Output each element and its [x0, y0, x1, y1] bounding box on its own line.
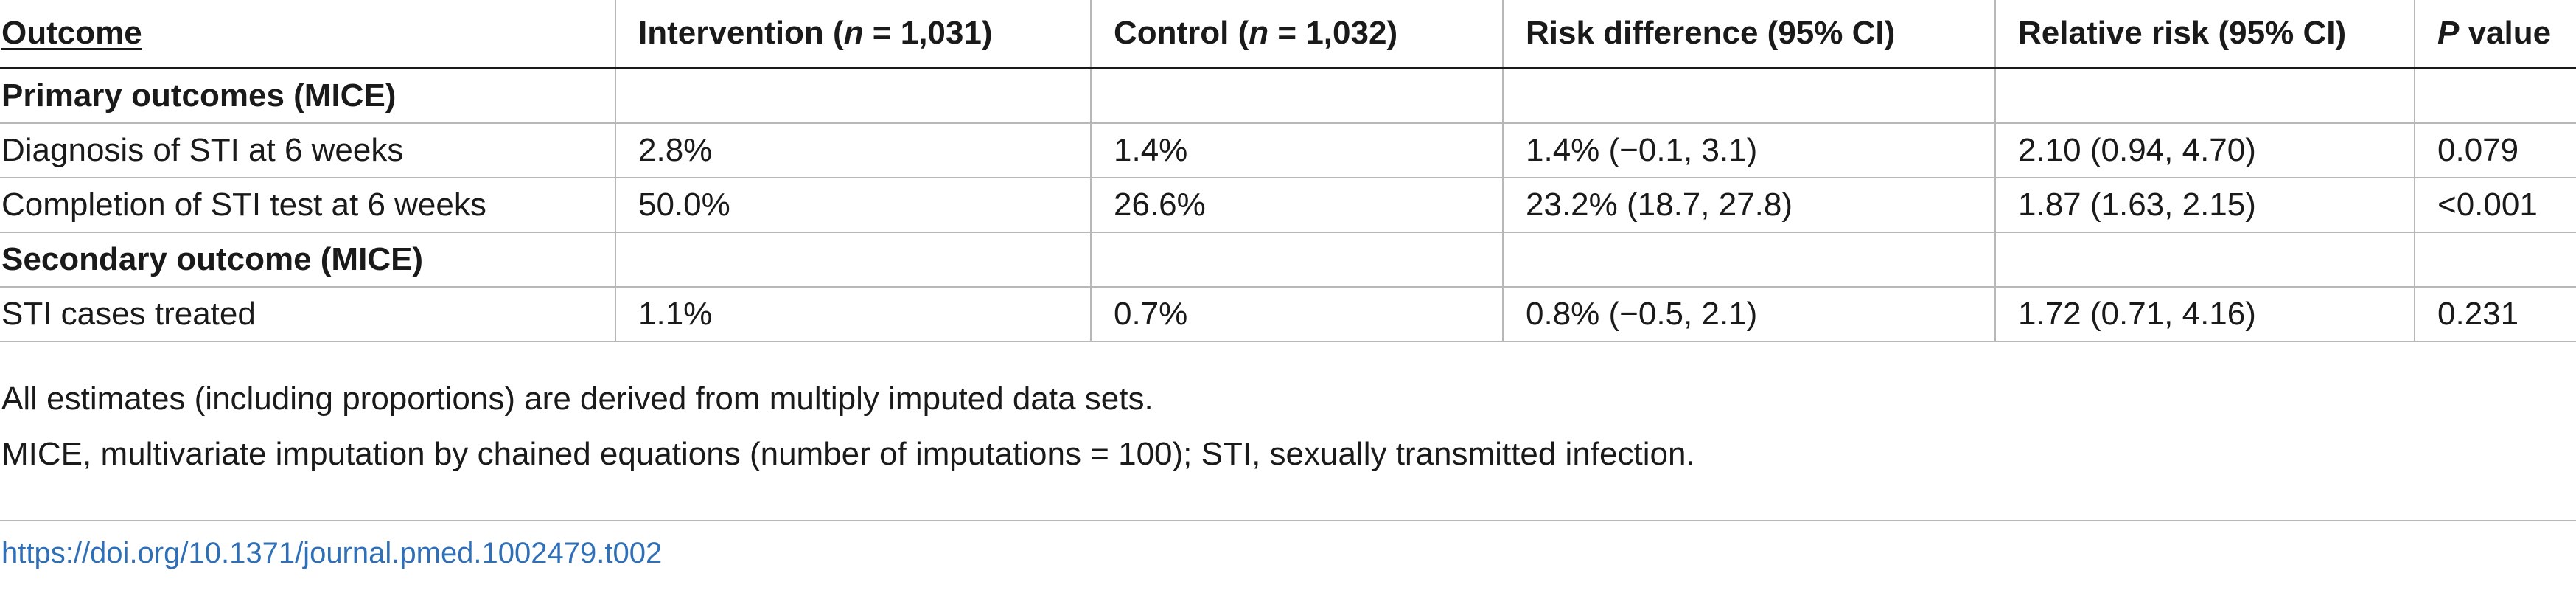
cell-p-value: <0.001	[2414, 178, 2576, 233]
doi-link[interactable]: https://doi.org/10.1371/journal.pmed.100…	[1, 537, 663, 569]
section-label: Primary outcomes (MICE)	[0, 68, 615, 124]
empty-cell	[2414, 68, 2576, 124]
section-row-primary: Primary outcomes (MICE)	[0, 68, 2576, 124]
footnote: All estimates (including proportions) ar…	[1, 381, 1153, 417]
cell-outcome: STI cases treated	[0, 287, 615, 342]
results-table: Outcome Intervention (n = 1,031) Control…	[0, 0, 2576, 342]
footnote: MICE, multivariate imputation by chained…	[1, 436, 1695, 472]
cell-risk-difference: 0.8% (−0.5, 2.1)	[1502, 287, 1995, 342]
cell-intervention: 2.8%	[615, 123, 1091, 178]
cell-p-value: 0.231	[2414, 287, 2576, 342]
empty-cell	[1502, 232, 1995, 288]
empty-cell	[615, 68, 1091, 124]
header-relative-risk: Relative risk (95% CI)	[1994, 0, 2415, 69]
table-footnotes: All estimates (including proportions) ar…	[1, 380, 2566, 490]
footer-divider	[0, 520, 2576, 521]
cell-intervention: 1.1%	[615, 287, 1091, 342]
empty-cell	[1090, 232, 1503, 288]
empty-cell	[1994, 68, 2415, 124]
cell-relative-risk: 1.87 (1.63, 2.15)	[1994, 178, 2415, 233]
empty-cell	[1994, 232, 2415, 288]
empty-cell	[615, 232, 1091, 288]
cell-risk-difference: 1.4% (−0.1, 3.1)	[1502, 123, 1995, 178]
cell-control: 26.6%	[1090, 178, 1503, 233]
section-label: Secondary outcome (MICE)	[0, 232, 615, 288]
empty-cell	[1502, 68, 1995, 124]
header-outcome: Outcome	[0, 0, 615, 69]
header-intervention-prefix: Intervention (	[638, 15, 844, 52]
cell-control: 1.4%	[1090, 123, 1503, 178]
header-intervention-suffix: = 1,031)	[863, 15, 993, 52]
header-control-suffix: = 1,032)	[1268, 15, 1398, 52]
cell-p-value: 0.079	[2414, 123, 2576, 178]
header-p-suffix: value	[2459, 15, 2552, 52]
header-control-prefix: Control (	[1114, 15, 1249, 52]
table-row: Diagnosis of STI at 6 weeks 2.8% 1.4% 1.…	[0, 123, 2576, 178]
cell-outcome: Completion of STI test at 6 weeks	[0, 178, 615, 233]
header-control-n: n	[1249, 15, 1269, 52]
cell-relative-risk: 2.10 (0.94, 4.70)	[1994, 123, 2415, 178]
section-row-secondary: Secondary outcome (MICE)	[0, 232, 2576, 288]
header-row: Outcome Intervention (n = 1,031) Control…	[0, 0, 2576, 69]
cell-relative-risk: 1.72 (0.71, 4.16)	[1994, 287, 2415, 342]
table-row: Completion of STI test at 6 weeks 50.0% …	[0, 178, 2576, 233]
header-control: Control (n = 1,032)	[1090, 0, 1503, 69]
cell-risk-difference: 23.2% (18.7, 27.8)	[1502, 178, 1995, 233]
empty-cell	[2414, 232, 2576, 288]
header-p-letter: P	[2437, 15, 2460, 52]
cell-control: 0.7%	[1090, 287, 1503, 342]
empty-cell	[1090, 68, 1503, 124]
header-risk-difference: Risk difference (95% CI)	[1502, 0, 1995, 69]
header-p-value: P value	[2414, 0, 2576, 69]
table-row: STI cases treated 1.1% 0.7% 0.8% (−0.5, …	[0, 287, 2576, 342]
header-intervention-n: n	[843, 15, 864, 52]
header-intervention: Intervention (n = 1,031)	[615, 0, 1091, 69]
cell-outcome: Diagnosis of STI at 6 weeks	[0, 123, 615, 178]
cell-intervention: 50.0%	[615, 178, 1091, 233]
